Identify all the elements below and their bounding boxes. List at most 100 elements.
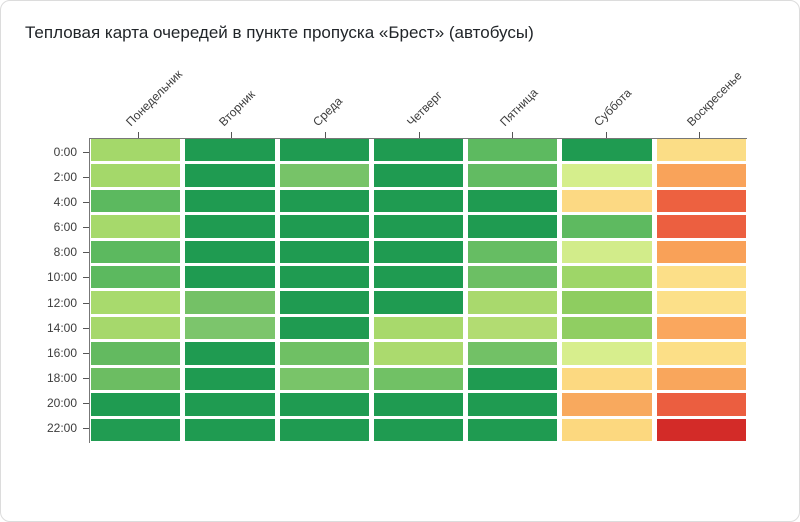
heatmap-cell <box>656 215 746 238</box>
y-axis-label: 4:00 <box>53 194 77 209</box>
y-tick <box>83 201 89 203</box>
heatmap-cell <box>91 189 181 213</box>
y-tick <box>83 428 89 430</box>
heatmap-cell <box>91 266 181 289</box>
heatmap-cell <box>91 393 181 416</box>
heatmap-cell <box>656 189 746 213</box>
chart-title: Тепловая карта очередей в пункте пропуск… <box>25 23 534 42</box>
x-axis-label: Среда <box>310 94 345 129</box>
heatmap-cell <box>279 164 369 187</box>
heatmap-cell <box>468 418 558 441</box>
heatmap-cell <box>562 342 652 365</box>
heatmap-cell <box>373 418 464 441</box>
heatmap-cell <box>185 393 275 416</box>
y-axis-label: 14:00 <box>46 320 77 335</box>
heatmap-cell <box>656 393 746 416</box>
heatmap-cell <box>468 291 558 314</box>
heatmap-cell <box>185 316 275 340</box>
x-tick <box>418 132 420 138</box>
heatmap-cell <box>562 139 652 162</box>
heatmap-cell <box>91 316 181 340</box>
y-tick <box>83 252 89 254</box>
y-axis-label: 22:00 <box>46 421 77 436</box>
heatmap-cell <box>91 215 181 238</box>
heatmap-cell <box>373 215 464 238</box>
x-tick <box>137 132 139 138</box>
heatmap-cell <box>468 164 558 187</box>
heatmap-cell <box>185 266 275 289</box>
heatmap-cell <box>91 367 181 391</box>
heatmap-cell <box>373 266 464 289</box>
x-axis-label: Понедельник <box>122 67 185 129</box>
heatmap-cell <box>562 189 652 213</box>
heatmap-cell <box>562 266 652 289</box>
x-axis-label: Четверг <box>403 88 445 129</box>
y-axis-label: 0:00 <box>53 144 77 159</box>
heatmap-cell <box>185 215 275 238</box>
heatmap-cell <box>468 266 558 289</box>
heatmap-cell <box>185 164 275 187</box>
heatmap-cell <box>185 189 275 213</box>
x-axis-label: Пятница <box>497 85 541 129</box>
heatmap-cell <box>91 342 181 365</box>
heatmap-cell <box>656 139 746 162</box>
heatmap-cell <box>562 316 652 340</box>
heatmap-cell <box>656 240 746 264</box>
heatmap-cell <box>468 342 558 365</box>
heatmap-cell <box>656 291 746 314</box>
heatmap-cell <box>279 367 369 391</box>
heatmap-cell <box>562 367 652 391</box>
heatmap-cell <box>279 316 369 340</box>
x-axis-label: Вторник <box>216 87 259 129</box>
y-tick <box>83 227 89 229</box>
y-axis-label: 10:00 <box>46 270 77 285</box>
y-axis-label: 18:00 <box>46 371 77 386</box>
heatmap-cell <box>562 240 652 264</box>
y-tick <box>83 403 89 405</box>
heatmap-cell <box>279 189 369 213</box>
heatmap-cell <box>279 215 369 238</box>
heatmap-cell <box>562 291 652 314</box>
heatmap-cell <box>185 367 275 391</box>
x-axis-label: Воскресенье <box>684 68 745 129</box>
heatmap-cell <box>91 139 181 162</box>
heatmap-cell <box>656 316 746 340</box>
heatmap-cell <box>468 139 558 162</box>
y-tick <box>83 352 89 354</box>
heatmap-cell <box>91 240 181 264</box>
y-axis-line <box>89 138 90 443</box>
heatmap-cell <box>279 342 369 365</box>
x-tick <box>324 132 326 138</box>
y-axis-label: 20:00 <box>46 396 77 411</box>
heatmap-cell <box>185 342 275 365</box>
x-tick <box>699 132 701 138</box>
y-tick <box>83 327 89 329</box>
heatmap-cell <box>185 291 275 314</box>
heatmap-cell <box>562 418 652 441</box>
heatmap-cell <box>373 367 464 391</box>
heatmap-cell <box>279 139 369 162</box>
heatmap-cell <box>656 164 746 187</box>
heatmap-cell <box>91 164 181 187</box>
heatmap-cell <box>562 215 652 238</box>
heatmap-grid <box>91 139 746 441</box>
heatmap-cell <box>373 342 464 365</box>
heatmap-cell <box>279 266 369 289</box>
heatmap-cell <box>91 418 181 441</box>
heatmap-cell <box>279 418 369 441</box>
heatmap-cell <box>91 291 181 314</box>
heatmap-cell <box>185 240 275 264</box>
y-tick <box>83 378 89 380</box>
heatmap-cell <box>468 215 558 238</box>
heatmap-cell <box>468 367 558 391</box>
x-tick <box>231 132 233 138</box>
heatmap-cell <box>468 393 558 416</box>
heatmap-cell <box>656 342 746 365</box>
heatmap-cell <box>656 418 746 441</box>
x-axis-label: Суббота <box>590 85 634 129</box>
y-tick <box>83 176 89 178</box>
y-tick <box>83 151 89 153</box>
heatmap-cell <box>373 189 464 213</box>
heatmap-cell <box>468 316 558 340</box>
